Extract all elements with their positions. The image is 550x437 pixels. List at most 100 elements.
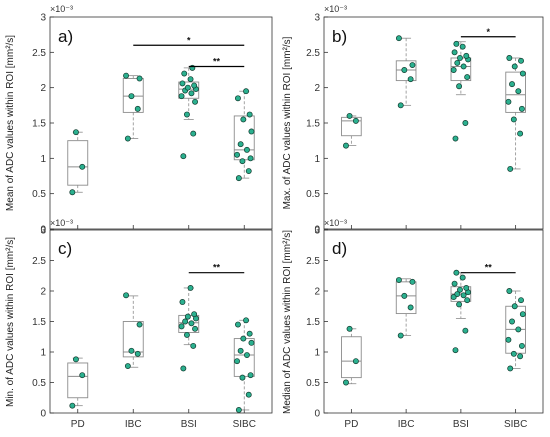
data-point <box>69 189 76 196</box>
data-point <box>234 95 241 102</box>
data-point <box>178 93 185 100</box>
data-point <box>246 111 253 118</box>
box-group-bsi <box>450 269 472 354</box>
data-point <box>451 49 458 56</box>
data-point <box>192 98 198 105</box>
y-tick-label: 0.5 <box>306 378 320 389</box>
data-point <box>407 304 414 311</box>
data-point <box>518 105 525 112</box>
y-tick-label: 1 <box>314 154 320 165</box>
data-point <box>247 372 254 379</box>
y-tick-label: 0.5 <box>32 189 46 200</box>
y-axis-label: Mean of ADC values within ROI [mm²/s] <box>5 35 16 211</box>
data-point <box>178 323 185 330</box>
data-point <box>510 116 517 123</box>
data-point <box>69 402 76 409</box>
data-point <box>180 153 187 160</box>
axis-exponent: ×10⁻³ <box>50 218 73 228</box>
data-point <box>517 353 524 360</box>
box-group-pd <box>67 356 89 409</box>
y-tick-label: 1 <box>314 348 320 359</box>
data-point <box>180 365 187 372</box>
data-point <box>136 321 143 328</box>
significance-label: * <box>187 35 191 45</box>
data-point <box>456 301 463 308</box>
panel-label: c) <box>58 239 72 258</box>
axis-exponent: ×10⁻³ <box>50 4 73 14</box>
x-tick-label: SIBC <box>504 419 527 430</box>
data-point <box>187 76 194 83</box>
data-point <box>454 59 461 66</box>
data-point <box>395 35 402 42</box>
data-point <box>237 141 244 148</box>
data-point <box>248 339 255 346</box>
data-point <box>511 303 518 310</box>
significance-bars: ** <box>460 263 516 274</box>
data-point <box>450 67 457 73</box>
data-point <box>243 317 249 324</box>
y-tick-label: 3 <box>40 226 46 237</box>
data-point <box>464 74 471 81</box>
y-tick-label: 0 <box>40 409 46 420</box>
y-tick-label: 1.5 <box>32 119 46 130</box>
y-tick-label: 3 <box>40 13 46 24</box>
box-group-bsi <box>178 285 200 372</box>
data-point <box>506 288 513 294</box>
y-tick-label: 1.5 <box>306 317 320 328</box>
data-point <box>235 407 242 413</box>
data-point <box>123 292 130 299</box>
iqr-box <box>122 78 144 113</box>
data-point <box>246 330 253 337</box>
data-point <box>179 299 186 305</box>
data-point <box>463 285 470 291</box>
data-point <box>518 297 524 304</box>
data-point <box>453 40 460 47</box>
iqr-box <box>341 336 362 379</box>
iqr-box <box>122 321 144 358</box>
y-tick-label: 2.5 <box>32 48 46 59</box>
data-point <box>506 55 513 61</box>
box-group-pd <box>67 129 89 196</box>
data-point <box>346 325 353 332</box>
data-point <box>239 374 246 381</box>
iqr-box <box>178 81 200 99</box>
panel-c: ×10⁻³ c) Min. of ADC values within ROI [… <box>5 218 273 431</box>
data-point <box>343 142 349 149</box>
panel-d: ×10⁻³ d) Median of ADC values within ROI… <box>282 218 544 430</box>
y-tick-label: 2.5 <box>306 48 320 59</box>
data-point <box>395 277 402 283</box>
panel-label: a) <box>58 27 73 46</box>
y-tick-label: 0 <box>314 409 320 420</box>
data-point <box>343 379 349 386</box>
axis-ticks: 0 0.5 1 1.5 2 2.5 3 PD IBC BSI SIBC <box>32 226 256 431</box>
y-tick-label: 2 <box>40 287 46 298</box>
significance-bars: *** <box>133 35 245 68</box>
data-point <box>243 146 250 153</box>
data-point <box>128 347 135 354</box>
data-point <box>515 326 522 333</box>
y-tick-label: 3 <box>314 226 320 237</box>
data-point <box>248 128 255 135</box>
y-tick-label: 2 <box>40 83 46 94</box>
box-group-ibc <box>122 72 144 142</box>
significance-label: ** <box>485 263 493 273</box>
data-point <box>124 363 131 369</box>
box-group-pd <box>341 325 362 386</box>
data-point <box>407 76 414 83</box>
data-point <box>240 116 247 123</box>
box-group-ibc <box>395 35 417 109</box>
data-point <box>452 347 459 354</box>
box-group-bsi <box>178 64 200 160</box>
data-point <box>72 129 79 136</box>
data-point <box>519 311 526 318</box>
y-tick-label: 0 <box>40 225 46 236</box>
data-point <box>519 70 526 77</box>
y-tick-label: 1 <box>40 154 46 165</box>
data-point <box>509 81 515 88</box>
data-point <box>462 327 469 334</box>
data-point <box>457 286 463 293</box>
box-group-ibc <box>122 292 144 369</box>
y-tick-label: 0 <box>314 225 320 236</box>
y-tick-label: 2.5 <box>306 256 320 267</box>
